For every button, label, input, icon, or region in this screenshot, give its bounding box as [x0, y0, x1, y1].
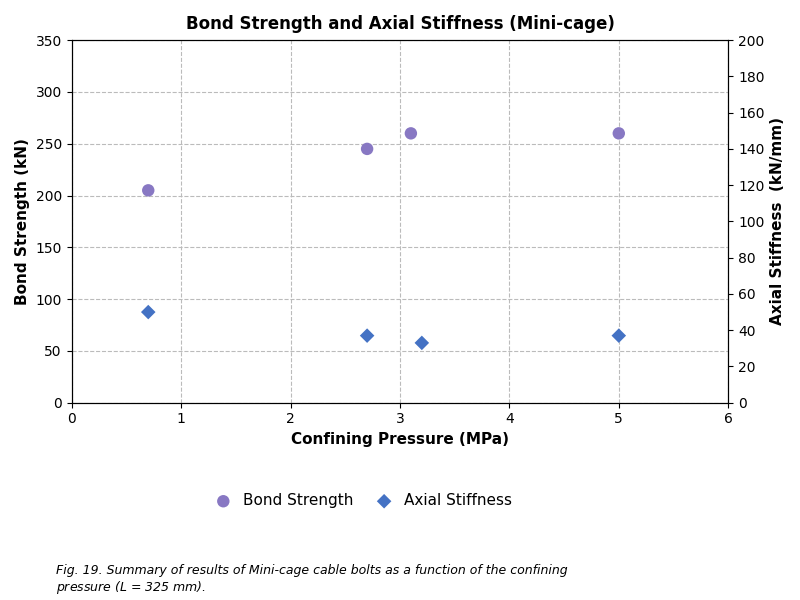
Bond Strength — [405, 128, 418, 138]
Axial Stiffness — [612, 331, 625, 340]
Title: Bond Strength and Axial Stiffness (Mini-cage): Bond Strength and Axial Stiffness (Mini-… — [186, 15, 614, 33]
Y-axis label: Axial Stiffness  (kN/mm): Axial Stiffness (kN/mm) — [770, 118, 785, 325]
Bond Strength — [361, 144, 374, 154]
Y-axis label: Bond Strength (kN): Bond Strength (kN) — [15, 138, 30, 305]
Text: Fig. 19. Summary of results of Mini-cage cable bolts as a function of the confin: Fig. 19. Summary of results of Mini-cage… — [56, 564, 568, 596]
Axial Stiffness — [415, 338, 428, 347]
Axial Stiffness — [361, 331, 374, 340]
Legend: Bond Strength, Axial Stiffness: Bond Strength, Axial Stiffness — [202, 487, 518, 514]
Axial Stiffness — [142, 307, 154, 317]
Bond Strength — [142, 185, 154, 195]
X-axis label: Confining Pressure (MPa): Confining Pressure (MPa) — [291, 432, 509, 447]
Bond Strength — [612, 128, 625, 138]
